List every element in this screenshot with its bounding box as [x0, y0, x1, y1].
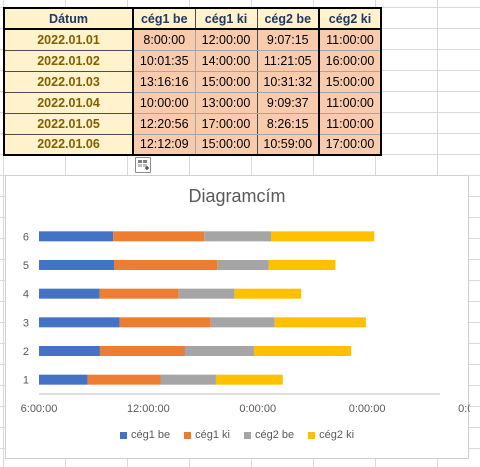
bar-segment-cég2-ki-1[interactable]: [215, 374, 283, 385]
legend-label: cég2 ki: [319, 429, 355, 441]
cell-ceg1-be[interactable]: 12:12:09: [132, 133, 196, 156]
bar-segment-cég2-be-5[interactable]: [217, 260, 269, 270]
bar-segment-cég1-be-1[interactable]: [39, 374, 88, 385]
cell-ceg1-be[interactable]: 8:00:00: [132, 28, 196, 51]
cell-ceg2-ki[interactable]: 16:00:00: [318, 49, 382, 72]
bar-segment-cég2-be-2[interactable]: [184, 346, 254, 356]
cell-ceg1-ki[interactable]: 15:00:00: [194, 70, 258, 93]
chart-legend[interactable]: cég1 be cég1 ki cég2 be cég2 ki: [6, 429, 468, 441]
chart-title[interactable]: Diagramcím: [188, 186, 286, 206]
cell-ceg1-ki[interactable]: 15:00:00: [194, 133, 258, 156]
y-tick-label: 5: [23, 260, 29, 272]
bar-segment-cég2-be-1[interactable]: [160, 374, 216, 385]
x-tick-label: 6:00:00: [21, 403, 58, 415]
cell-ceg1-ki[interactable]: 14:00:00: [194, 49, 258, 72]
cell-ceg1-be[interactable]: 10:00:00: [132, 91, 196, 114]
cell-ceg2-be[interactable]: 10:31:32: [256, 70, 320, 93]
bar-segment-cég2-be-3[interactable]: [210, 317, 275, 328]
legend-item[interactable]: cég2 ki: [308, 429, 354, 441]
y-tick-label: 3: [23, 317, 29, 329]
bar-segment-cég1-ki-1[interactable]: [87, 374, 161, 385]
bar-segment-cég2-be-4[interactable]: [178, 288, 235, 299]
cell-ceg1-be[interactable]: 12:20:56: [132, 112, 196, 135]
stacked-bar-chart[interactable]: Diagramcím 1 2 3 4 5 6 6:00:00 12:00:00 0:00:00 0…: [5, 175, 470, 459]
bar-segment-cég2-be-6[interactable]: [204, 231, 272, 242]
legend-item[interactable]: cég2 be: [244, 429, 294, 441]
cell-date[interactable]: 2022.01.02: [3, 49, 134, 72]
bar-segment-cég1-ki-4[interactable]: [99, 288, 179, 299]
quick-analysis-icon[interactable]: [135, 157, 151, 173]
bar-segment-cég2-ki-5[interactable]: [268, 260, 336, 270]
cell-date[interactable]: 2022.01.06: [3, 133, 134, 156]
bar-segment-cég1-be-3[interactable]: [39, 317, 120, 328]
x-tick-label: 0:00:00: [458, 403, 470, 415]
header-cell-ceg1-ki[interactable]: cég1 ki: [194, 7, 258, 30]
bar-segment-cég2-ki-3[interactable]: [274, 317, 366, 328]
legend-item[interactable]: cég1 be: [119, 429, 171, 441]
y-tick-label: 2: [23, 346, 29, 358]
cell-ceg1-ki[interactable]: 13:00:00: [194, 91, 258, 114]
y-tick-label: 1: [23, 375, 29, 387]
legend-swatch: [119, 431, 127, 439]
cell-ceg2-ki[interactable]: 11:00:00: [318, 112, 382, 135]
legend-item[interactable]: cég1 ki: [184, 429, 230, 441]
bar-segment-cég1-be-5[interactable]: [39, 260, 115, 270]
cell-ceg2-be[interactable]: 8:26:15: [256, 112, 320, 135]
cell-ceg1-ki[interactable]: 17:00:00: [194, 112, 258, 135]
y-tick-label: 6: [23, 231, 29, 243]
cell-ceg2-ki[interactable]: 17:00:00: [318, 133, 382, 156]
table-row: 2022.01.02 10:01:35 14:00:00 11:21:05 16:00:…: [3, 49, 382, 72]
legend-label: cég1 be: [130, 429, 171, 441]
x-tick-label: 12:00:00: [127, 403, 170, 415]
bar-segment-cég1-be-4[interactable]: [39, 288, 100, 299]
header-cell-date[interactable]: Dátum: [3, 7, 134, 30]
header-cell-ceg2-be[interactable]: cég2 be: [256, 7, 320, 30]
header-cell-ceg1-be[interactable]: cég1 be: [132, 7, 196, 30]
cell-date[interactable]: 2022.01.05: [3, 112, 134, 135]
y-tick-label: 4: [23, 289, 29, 301]
cell-ceg2-ki[interactable]: 11:00:00: [318, 91, 382, 114]
bar-segment-cég1-ki-3[interactable]: [119, 317, 211, 328]
table-row: 2022.01.05 12:20:56 17:00:00 8:26:15 11:00:0…: [3, 112, 382, 135]
chart-plot-area: 1 2 3 4 5 6 6:00:00 12:00:00 0:00:00 0:00:00 0:00:…: [21, 231, 470, 415]
bar-segment-cég1-ki-2[interactable]: [99, 346, 185, 356]
cell-ceg1-be[interactable]: 13:16:16: [132, 70, 196, 93]
bar-segment-cég1-ki-5[interactable]: [114, 260, 218, 270]
cell-date[interactable]: 2022.01.04: [3, 91, 134, 114]
cell-ceg2-be[interactable]: 9:07:15: [256, 28, 320, 51]
cell-ceg2-be[interactable]: 11:21:05: [256, 49, 320, 72]
bar-segment-cég2-ki-6[interactable]: [271, 231, 375, 242]
header-cell-ceg2-ki[interactable]: cég2 ki: [318, 7, 382, 30]
table-row: 2022.01.04 10:00:00 13:00:00 9:09:37 11:00:0…: [3, 91, 382, 114]
x-tick-label: 0:00:00: [349, 403, 386, 415]
table-row: 2022.01.06 12:12:09 15:00:00 10:59:00 17:00:…: [3, 133, 382, 156]
cell-ceg2-ki[interactable]: 15:00:00: [318, 70, 382, 93]
bar-segment-cég1-be-6[interactable]: [39, 231, 114, 242]
bar-segment-cég1-be-2[interactable]: [39, 346, 100, 356]
cell-ceg2-ki[interactable]: 11:00:00: [318, 28, 382, 51]
table-header-row: Dátum cég1 be cég1 ki cég2 be cég2 ki: [3, 7, 382, 30]
table-row: 2022.01.01 8:00:00 12:00:00 9:07:15 11:00:00: [3, 28, 382, 51]
legend-label: cég2 be: [255, 429, 295, 441]
cell-ceg1-ki[interactable]: 12:00:00: [194, 28, 258, 51]
table-row: 2022.01.03 13:16:16 15:00:00 10:31:32 15:00:…: [3, 70, 382, 93]
legend-swatch: [244, 431, 251, 439]
cell-ceg1-be[interactable]: 10:01:35: [132, 49, 196, 72]
cell-ceg2-be[interactable]: 10:59:00: [256, 133, 320, 156]
cell-date[interactable]: 2022.01.01: [3, 28, 134, 51]
legend-swatch: [184, 431, 192, 439]
cell-ceg2-be[interactable]: 9:09:37: [256, 91, 320, 114]
data-table: Dátum cég1 be cég1 ki cég2 be cég2 ki 20…: [3, 7, 382, 156]
legend-label: cég1 ki: [195, 429, 230, 441]
legend-swatch: [308, 431, 316, 439]
x-tick-label: 0:00:00: [239, 403, 276, 415]
bar-segment-cég2-ki-4[interactable]: [234, 288, 302, 299]
bar-segment-cég2-ki-2[interactable]: [253, 346, 352, 356]
bar-segment-cég1-ki-6[interactable]: [113, 231, 205, 242]
cell-date[interactable]: 2022.01.03: [3, 70, 134, 93]
